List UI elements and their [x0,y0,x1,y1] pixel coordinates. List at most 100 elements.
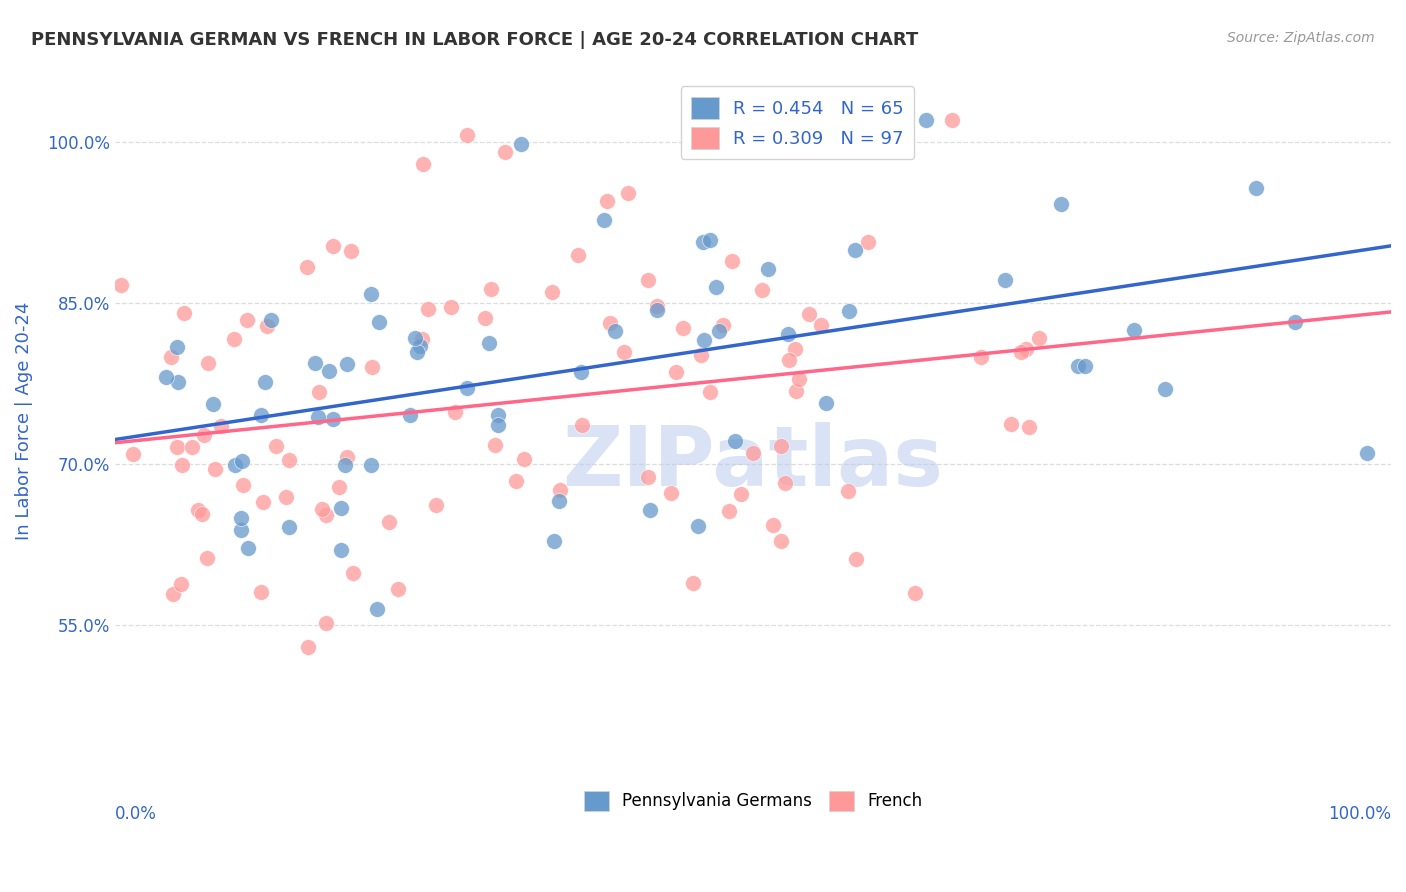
Point [209,419,232,434]
Legend: R = 0.454   N = 65, R = 0.309   N = 97: R = 0.454 N = 65, R = 0.309 N = 97 [681,87,914,160]
Point [195,551,218,566]
Point [1067,359,1090,373]
Point [307,409,329,424]
Point [342,566,364,581]
Point [418,301,440,316]
Point [224,332,246,346]
Point [637,273,659,287]
Point [444,405,467,419]
Point [693,333,716,347]
Point [637,470,659,484]
Point [661,486,683,500]
Point [569,365,592,379]
Point [232,477,254,491]
Point [1153,382,1175,396]
Point [770,439,793,453]
Point [605,324,627,338]
Point [699,384,721,399]
Point [645,302,668,317]
Point [486,408,509,422]
Point [505,474,527,488]
Point [724,434,747,448]
Point [748,113,770,128]
Point [160,351,183,365]
Point [377,515,399,529]
Point [328,480,350,494]
Point [322,239,344,253]
Point [311,502,333,516]
Y-axis label: In Labor Force | Age 20-24: In Labor Force | Age 20-24 [15,301,32,540]
Point [231,454,253,468]
Point [254,375,277,389]
Text: 100.0%: 100.0% [1329,805,1391,823]
Point [699,233,721,247]
Point [335,458,357,473]
Point [1028,331,1050,345]
Point [252,494,274,508]
Point [367,315,389,329]
Point [815,396,838,410]
Point [858,235,880,249]
Point [295,260,318,275]
Point [278,453,301,467]
Point [336,357,359,371]
Point [1010,345,1032,359]
Point [844,243,866,257]
Text: ZIPatlas: ZIPatlas [562,422,943,502]
Point [366,602,388,616]
Point [167,375,190,389]
Point [170,577,193,591]
Point [690,348,713,362]
Point [596,194,619,208]
Point [1014,342,1036,356]
Point [408,339,430,353]
Point [616,186,638,201]
Point [425,499,447,513]
Point [686,519,709,533]
Point [1246,181,1268,195]
Point [250,408,273,422]
Point [682,576,704,591]
Point [229,523,252,537]
Point [769,533,792,548]
Point [274,490,297,504]
Point [638,503,661,517]
Point [193,427,215,442]
Point [166,440,188,454]
Text: PENNSYLVANIA GERMAN VS FRENCH IN LABOR FORCE | AGE 20-24 CORRELATION CHART: PENNSYLVANIA GERMAN VS FRENCH IN LABOR F… [31,31,918,49]
Point [479,282,502,296]
Point [645,299,668,313]
Point [304,356,326,370]
Point [308,384,330,399]
Point [456,381,478,395]
Point [191,507,214,521]
Point [1122,323,1144,337]
Point [704,280,727,294]
Point [994,273,1017,287]
Point [613,344,636,359]
Point [318,364,340,378]
Point [550,483,572,497]
Point [180,440,202,454]
Point [197,355,219,369]
Point [571,418,593,433]
Point [387,582,409,597]
Point [513,452,536,467]
Point [297,640,319,654]
Point [122,447,145,461]
Point [411,332,433,346]
Point [599,316,621,330]
Point [486,417,509,432]
Point [787,372,810,386]
Point [260,313,283,327]
Point [778,327,800,342]
Point [567,248,589,262]
Point [941,113,963,128]
Point [315,616,337,631]
Point [315,508,337,522]
Point [543,534,565,549]
Point [723,118,745,132]
Point [711,318,734,333]
Point [202,397,225,411]
Point [172,458,194,472]
